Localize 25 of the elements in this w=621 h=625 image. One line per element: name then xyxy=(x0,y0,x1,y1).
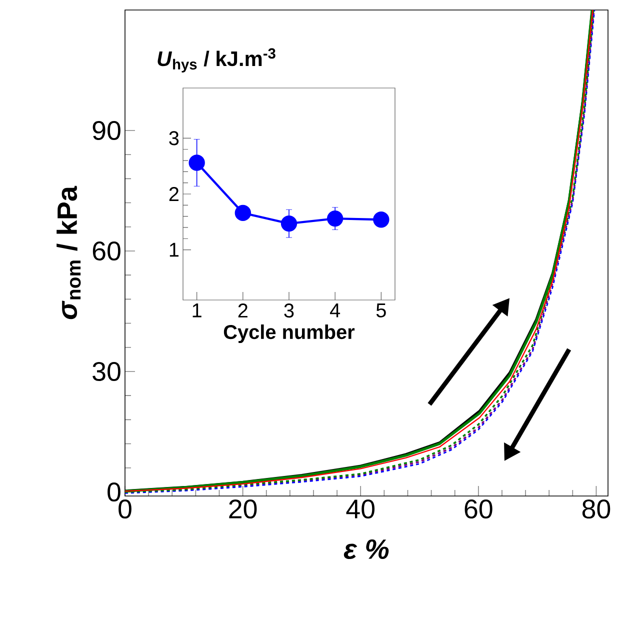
y-tick-label: 60 xyxy=(92,241,120,261)
point xyxy=(373,212,390,228)
y-tick-label: 0 xyxy=(108,482,120,502)
point xyxy=(326,210,344,227)
y-tick-label: 90 xyxy=(92,120,120,140)
x-tick-label: 40 xyxy=(346,500,375,519)
y-tick-label: 3 xyxy=(169,131,179,146)
x-tick-label: 5 xyxy=(376,304,386,318)
y-tick-label: 30 xyxy=(92,362,120,382)
x-tick-label: 1 xyxy=(192,304,202,318)
point xyxy=(188,154,205,171)
x-tick-label: 4 xyxy=(330,304,340,318)
point xyxy=(234,204,252,222)
x-tick-label: 2 xyxy=(238,304,248,318)
x-tick-label: 60 xyxy=(464,500,492,519)
x-tick-label: 3 xyxy=(284,304,294,318)
x-tick-label: 20 xyxy=(229,500,257,519)
x-axis-title: ε % xyxy=(344,539,389,560)
point xyxy=(280,215,298,232)
y-tick-label: 2 xyxy=(169,187,178,201)
y-tick-label: 1 xyxy=(170,242,179,257)
x-axis-title: Cycle number xyxy=(224,324,355,344)
y-axis-title: U$_{hys}$ / kJ.m$^{-3}$ xyxy=(158,48,276,72)
y-axis-title: σ$_{nom}$ / kPa xyxy=(56,186,81,320)
x-tick-label: 80 xyxy=(582,500,610,519)
